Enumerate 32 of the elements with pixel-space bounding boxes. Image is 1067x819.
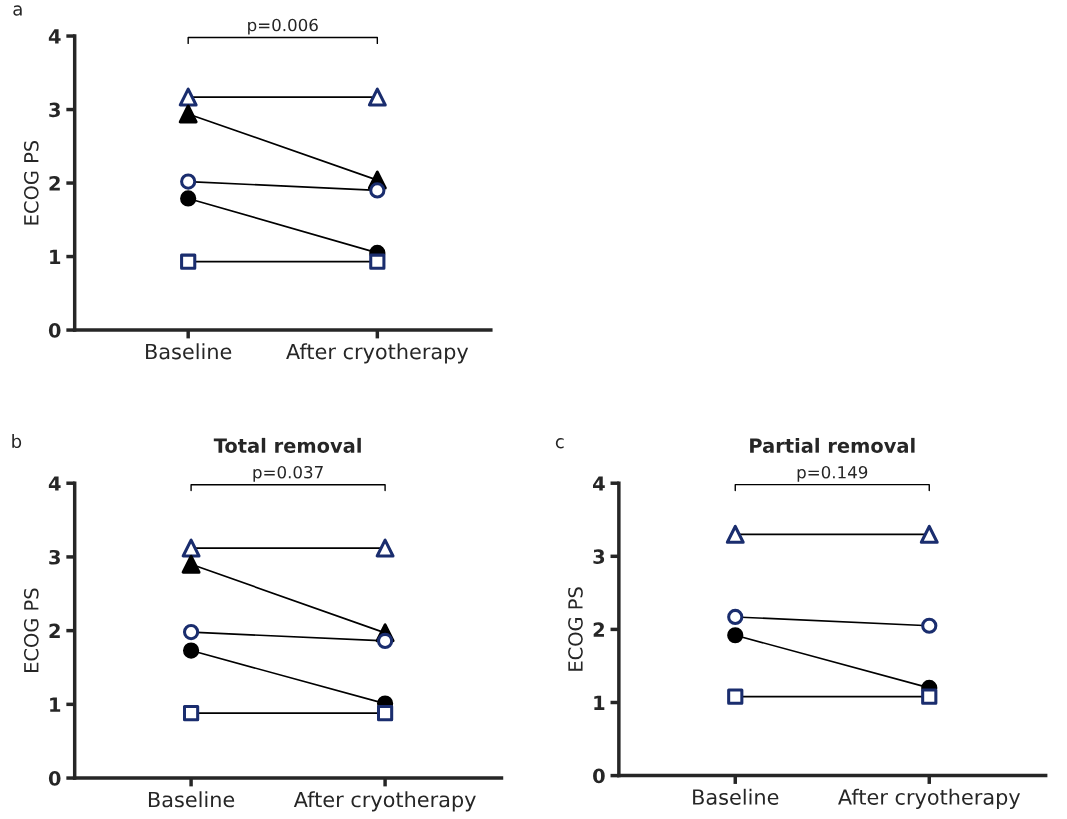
y-tick-label: 4 bbox=[593, 476, 605, 491]
y-tick-label: 4 bbox=[48, 476, 61, 491]
y-tick-label: 3 bbox=[49, 102, 60, 118]
chart-title: Partial removal bbox=[750, 437, 915, 453]
x-tick-label: After cryotherapy bbox=[293, 791, 476, 812]
y-tick-label: 0 bbox=[48, 771, 61, 786]
text: p=0.006 bbox=[248, 18, 318, 35]
text: a bbox=[13, 5, 22, 16]
y-tick-label: 2 bbox=[49, 176, 60, 191]
text: c bbox=[555, 438, 564, 449]
y-tick-label: 3 bbox=[49, 549, 60, 565]
y-tick-label: 0 bbox=[48, 323, 61, 338]
y-tick-label: 3 bbox=[593, 549, 605, 564]
chart-title: Total removal bbox=[213, 437, 361, 453]
y-tick-label: 4 bbox=[48, 29, 61, 44]
x-tick-label: Baseline bbox=[693, 788, 779, 805]
text: p=0.037 bbox=[253, 465, 323, 482]
text: b bbox=[12, 434, 22, 449]
y-axis-title: ECOG PS bbox=[568, 587, 583, 671]
y-axis-title: ECOG PS bbox=[23, 588, 39, 672]
y-tick-label: 1 bbox=[50, 697, 61, 712]
y-tick-label: 1 bbox=[594, 695, 605, 710]
x-tick-label: Baseline bbox=[148, 791, 235, 808]
y-tick-label: 1 bbox=[50, 249, 61, 264]
y-tick-label: 2 bbox=[49, 623, 60, 639]
text: p=0.149 bbox=[797, 465, 868, 482]
y-axis-title: ECOG PS bbox=[23, 140, 39, 225]
x-tick-label: Baseline bbox=[146, 343, 232, 360]
y-tick-label: 2 bbox=[593, 622, 604, 637]
x-tick-label: After cryotherapy bbox=[286, 343, 469, 364]
y-tick-label: 0 bbox=[593, 768, 605, 784]
x-tick-label: After cryotherapy bbox=[838, 788, 1021, 809]
